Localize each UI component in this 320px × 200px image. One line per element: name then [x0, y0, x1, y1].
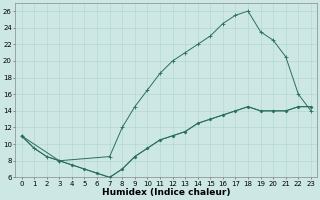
X-axis label: Humidex (Indice chaleur): Humidex (Indice chaleur)	[102, 188, 230, 197]
